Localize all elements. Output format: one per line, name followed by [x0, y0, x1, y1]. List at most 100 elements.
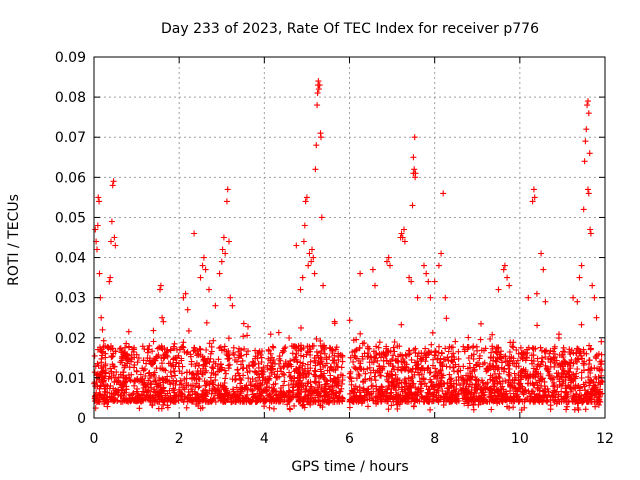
data-points [91, 78, 606, 413]
data-point [422, 358, 429, 365]
data-point [179, 343, 186, 350]
data-point [135, 355, 142, 362]
data-point [388, 379, 395, 386]
data-point [506, 349, 513, 355]
data-point [157, 282, 164, 289]
data-point [361, 397, 368, 404]
data-point [161, 397, 168, 404]
data-point [315, 86, 322, 93]
data-point [240, 320, 247, 327]
data-point [136, 405, 143, 412]
data-point [537, 344, 544, 351]
data-point [445, 348, 452, 355]
data-point [442, 345, 449, 352]
data-point [427, 406, 434, 413]
data-point [598, 338, 605, 345]
data-point [426, 390, 433, 397]
data-point [408, 278, 415, 285]
data-point [375, 395, 381, 402]
data-point [324, 398, 331, 405]
data-point [254, 382, 261, 389]
data-point [353, 355, 360, 362]
data-point [206, 286, 212, 293]
data-point [316, 382, 323, 388]
data-point [111, 234, 118, 241]
data-point [227, 294, 234, 301]
data-point [428, 349, 435, 356]
data-point [317, 360, 324, 367]
data-point [556, 376, 563, 383]
data-point [562, 373, 569, 380]
data-point [96, 270, 103, 277]
gridlines [94, 57, 605, 418]
data-point [490, 396, 497, 402]
data-point [314, 102, 321, 109]
data-point [459, 375, 466, 381]
data-point [579, 398, 586, 405]
data-point [176, 388, 183, 395]
data-point [449, 359, 456, 366]
data-point [233, 384, 240, 391]
data-point [438, 374, 445, 381]
y-tick-label: 0.01 [55, 371, 86, 387]
data-point [319, 343, 326, 350]
y-tick-label: 0.02 [55, 331, 86, 347]
data-point [462, 390, 469, 397]
data-point [264, 380, 271, 387]
x-tick-label: 2 [175, 431, 184, 447]
data-point [355, 371, 362, 378]
data-point [361, 350, 368, 357]
data-point [152, 355, 159, 362]
data-point [534, 355, 541, 362]
data-point [585, 98, 591, 105]
y-tick-label: 0.05 [55, 210, 86, 226]
data-point [255, 385, 262, 392]
data-point [291, 402, 298, 409]
x-tick-label: 4 [260, 431, 269, 447]
data-point [450, 384, 457, 391]
data-point [270, 388, 276, 395]
data-point [163, 349, 169, 356]
data-point [218, 361, 224, 368]
data-point [419, 375, 425, 382]
data-point [539, 359, 546, 365]
data-point [102, 385, 109, 392]
data-point [268, 385, 275, 391]
data-point [259, 348, 265, 355]
data-point [224, 352, 231, 359]
data-point [146, 342, 153, 349]
data-point [305, 392, 312, 399]
data-point [321, 350, 328, 357]
data-point [484, 379, 491, 386]
data-point [257, 392, 264, 399]
data-point [425, 364, 432, 371]
data-point [326, 353, 333, 360]
data-point [120, 378, 127, 385]
data-point [223, 351, 230, 358]
data-point [272, 360, 278, 367]
data-point [432, 372, 439, 379]
data-point [432, 365, 439, 372]
data-point [410, 403, 417, 410]
data-point [329, 348, 336, 355]
data-point [155, 382, 162, 389]
data-point [429, 329, 436, 336]
data-point [183, 369, 190, 376]
data-point [493, 358, 500, 365]
data-point [253, 378, 259, 385]
data-point [223, 389, 230, 396]
data-point [334, 397, 341, 404]
data-point [434, 355, 441, 362]
data-point [465, 396, 472, 403]
data-point [220, 234, 227, 241]
data-point [293, 394, 300, 401]
data-point [320, 372, 327, 379]
data-point [530, 373, 537, 380]
y-axis-label: ROTI / TECUs [6, 194, 22, 286]
data-point [417, 385, 424, 392]
data-point [331, 375, 338, 382]
data-point [560, 378, 567, 385]
data-point [440, 402, 447, 409]
data-point [364, 386, 371, 393]
data-point [188, 382, 194, 389]
